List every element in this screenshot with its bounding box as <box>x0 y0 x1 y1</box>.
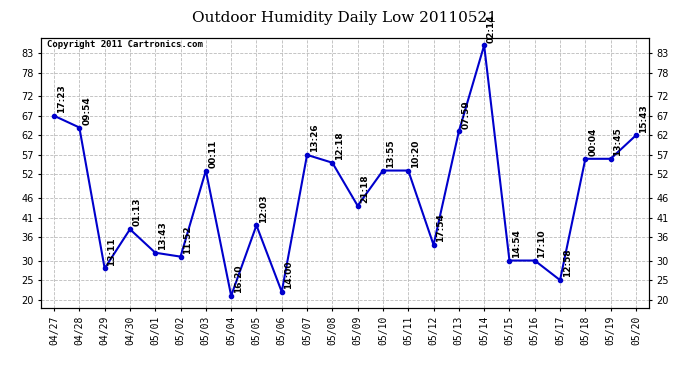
Text: 13:43: 13:43 <box>158 221 167 250</box>
Text: 16:20: 16:20 <box>234 264 243 293</box>
Text: 13:26: 13:26 <box>310 123 319 152</box>
Text: 13:11: 13:11 <box>108 237 117 266</box>
Text: 17:54: 17:54 <box>436 213 445 242</box>
Text: 21:18: 21:18 <box>360 174 369 203</box>
Text: 02:14: 02:14 <box>487 14 496 42</box>
Text: 12:03: 12:03 <box>259 194 268 222</box>
Text: 12:18: 12:18 <box>335 131 344 160</box>
Text: 13:45: 13:45 <box>613 127 622 156</box>
Text: 17:23: 17:23 <box>57 84 66 113</box>
Text: 15:43: 15:43 <box>639 104 648 132</box>
Text: Outdoor Humidity Daily Low 20110521: Outdoor Humidity Daily Low 20110521 <box>193 11 497 25</box>
Text: 11:52: 11:52 <box>184 225 193 254</box>
Text: 12:58: 12:58 <box>563 249 572 278</box>
Text: 00:11: 00:11 <box>208 140 217 168</box>
Text: 13:55: 13:55 <box>386 139 395 168</box>
Text: 07:59: 07:59 <box>462 100 471 129</box>
Text: 14:00: 14:00 <box>284 261 293 289</box>
Text: 09:54: 09:54 <box>82 96 91 125</box>
Text: 17:10: 17:10 <box>538 229 546 258</box>
Text: Copyright 2011 Cartronics.com: Copyright 2011 Cartronics.com <box>48 40 204 49</box>
Text: 00:04: 00:04 <box>588 128 597 156</box>
Text: 10:20: 10:20 <box>411 140 420 168</box>
Text: 01:13: 01:13 <box>132 198 141 226</box>
Text: 14:54: 14:54 <box>512 229 521 258</box>
